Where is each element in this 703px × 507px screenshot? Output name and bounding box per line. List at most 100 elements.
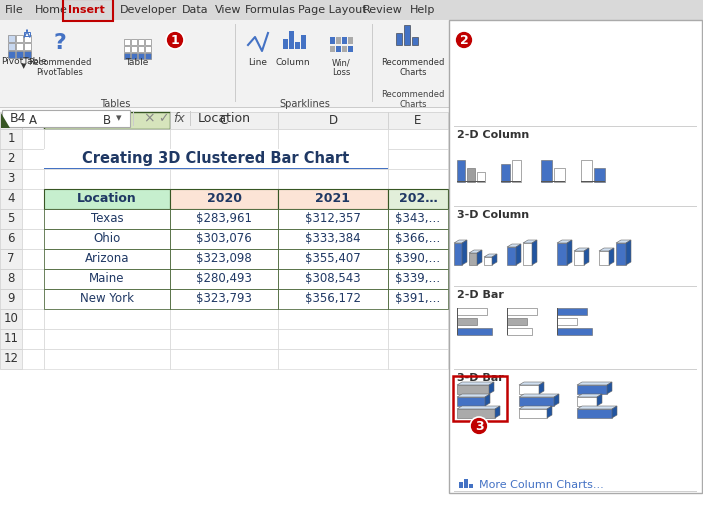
Bar xyxy=(170,149,278,169)
Bar xyxy=(0,111,703,129)
Bar xyxy=(388,189,448,209)
Bar xyxy=(278,189,388,209)
Bar xyxy=(557,328,592,335)
Circle shape xyxy=(166,31,184,49)
Text: 12: 12 xyxy=(4,352,18,366)
Bar xyxy=(388,289,448,309)
Bar xyxy=(469,253,477,265)
Bar xyxy=(278,329,388,349)
Bar xyxy=(278,249,388,269)
Bar xyxy=(278,349,388,369)
Bar xyxy=(477,172,485,182)
Text: 2021: 2021 xyxy=(316,193,351,205)
Bar xyxy=(44,269,170,289)
Bar xyxy=(16,35,23,42)
Polygon shape xyxy=(557,240,572,243)
Text: View: View xyxy=(215,5,242,15)
Text: 11: 11 xyxy=(4,333,18,345)
Bar xyxy=(0,349,22,369)
Bar xyxy=(44,209,170,229)
Bar xyxy=(501,164,510,182)
Text: More Column Charts...: More Column Charts... xyxy=(479,480,604,490)
Bar xyxy=(0,129,22,149)
Polygon shape xyxy=(457,406,500,409)
Bar xyxy=(8,35,15,42)
Bar xyxy=(457,160,465,182)
Bar xyxy=(594,168,605,182)
Bar xyxy=(330,37,335,44)
Bar xyxy=(577,385,607,394)
Bar xyxy=(0,289,22,309)
Bar xyxy=(388,309,448,329)
Polygon shape xyxy=(454,240,467,243)
Bar xyxy=(554,168,565,182)
Polygon shape xyxy=(507,244,521,247)
Text: 8: 8 xyxy=(7,272,15,285)
Bar xyxy=(459,482,463,488)
Text: Creating 3D Clustered Bar Chart: Creating 3D Clustered Bar Chart xyxy=(82,152,349,166)
Text: PivotTable: PivotTable xyxy=(1,57,47,66)
Text: Formulas: Formulas xyxy=(245,5,296,15)
Bar xyxy=(170,209,278,229)
Text: C: C xyxy=(220,114,228,127)
Bar xyxy=(124,39,130,45)
Bar xyxy=(455,42,487,65)
Bar xyxy=(449,20,702,493)
Text: 2: 2 xyxy=(460,33,468,47)
Bar xyxy=(44,289,170,309)
Polygon shape xyxy=(523,240,537,243)
Bar xyxy=(44,329,170,349)
Text: $312,357: $312,357 xyxy=(305,212,361,226)
Polygon shape xyxy=(539,382,544,394)
Polygon shape xyxy=(457,382,494,385)
Text: Developer: Developer xyxy=(120,5,177,15)
Polygon shape xyxy=(612,406,617,418)
Bar xyxy=(388,269,448,289)
Polygon shape xyxy=(599,248,614,251)
Bar xyxy=(388,209,448,229)
Bar xyxy=(8,43,15,50)
Polygon shape xyxy=(577,406,617,409)
Bar xyxy=(278,309,388,329)
Bar xyxy=(454,491,697,492)
Bar xyxy=(464,479,468,488)
Text: Review: Review xyxy=(363,5,403,15)
Text: Line: Line xyxy=(248,58,268,67)
Bar xyxy=(581,160,592,182)
Bar xyxy=(454,126,697,127)
Bar xyxy=(519,409,547,418)
Bar xyxy=(2,110,130,127)
Text: 6: 6 xyxy=(7,233,15,245)
Bar xyxy=(507,318,527,325)
Bar xyxy=(145,46,151,52)
Bar xyxy=(278,189,388,209)
Bar xyxy=(454,206,697,207)
Bar xyxy=(388,289,448,309)
Polygon shape xyxy=(1,113,10,128)
Bar xyxy=(170,112,278,129)
Text: Location: Location xyxy=(77,193,137,205)
Bar xyxy=(170,169,278,189)
Bar xyxy=(342,46,347,52)
Polygon shape xyxy=(597,394,602,406)
Text: $323,098: $323,098 xyxy=(196,252,252,266)
Bar xyxy=(396,33,402,45)
Text: Insert: Insert xyxy=(68,5,105,15)
Bar xyxy=(278,149,388,169)
Bar xyxy=(0,229,22,249)
Bar xyxy=(22,149,44,169)
Bar xyxy=(289,31,294,49)
Text: $303,076: $303,076 xyxy=(196,233,252,245)
Polygon shape xyxy=(616,240,631,243)
Polygon shape xyxy=(577,382,612,385)
Bar xyxy=(0,209,22,229)
Text: Maine: Maine xyxy=(89,272,124,285)
Bar xyxy=(541,160,552,182)
Text: $308,543: $308,543 xyxy=(305,272,361,285)
Text: A: A xyxy=(29,114,37,127)
Bar xyxy=(44,289,170,309)
Bar xyxy=(22,129,44,149)
Polygon shape xyxy=(462,240,467,265)
Polygon shape xyxy=(574,248,589,251)
Text: Column: Column xyxy=(276,58,310,67)
